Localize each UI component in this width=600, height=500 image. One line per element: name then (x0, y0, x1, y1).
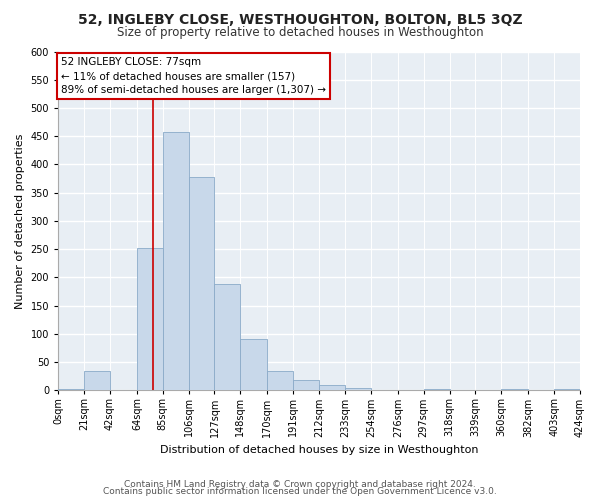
Bar (319, 384, 345, 390)
Bar (84, 370, 110, 390)
Bar (268, 370, 293, 390)
Bar (58, 388, 84, 390)
Bar (214, 284, 241, 391)
Bar (137, 248, 163, 390)
X-axis label: Distribution of detached houses by size in Westhoughton: Distribution of detached houses by size … (160, 445, 478, 455)
Text: 52 INGLEBY CLOSE: 77sqm
← 11% of detached houses are smaller (157)
89% of semi-d: 52 INGLEBY CLOSE: 77sqm ← 11% of detache… (61, 57, 326, 95)
Bar (424, 388, 449, 390)
Bar (501, 388, 529, 390)
Text: Size of property relative to detached houses in Westhoughton: Size of property relative to detached ho… (116, 26, 484, 39)
Bar (345, 388, 371, 390)
Y-axis label: Number of detached properties: Number of detached properties (15, 133, 25, 308)
Text: Contains public sector information licensed under the Open Government Licence v3: Contains public sector information licen… (103, 488, 497, 496)
Bar (188, 177, 214, 390)
Bar (293, 380, 319, 390)
Bar (554, 388, 580, 390)
Bar (163, 132, 188, 390)
Text: Contains HM Land Registry data © Crown copyright and database right 2024.: Contains HM Land Registry data © Crown c… (124, 480, 476, 489)
Bar (241, 339, 268, 390)
Text: 52, INGLEBY CLOSE, WESTHOUGHTON, BOLTON, BL5 3QZ: 52, INGLEBY CLOSE, WESTHOUGHTON, BOLTON,… (77, 12, 523, 26)
